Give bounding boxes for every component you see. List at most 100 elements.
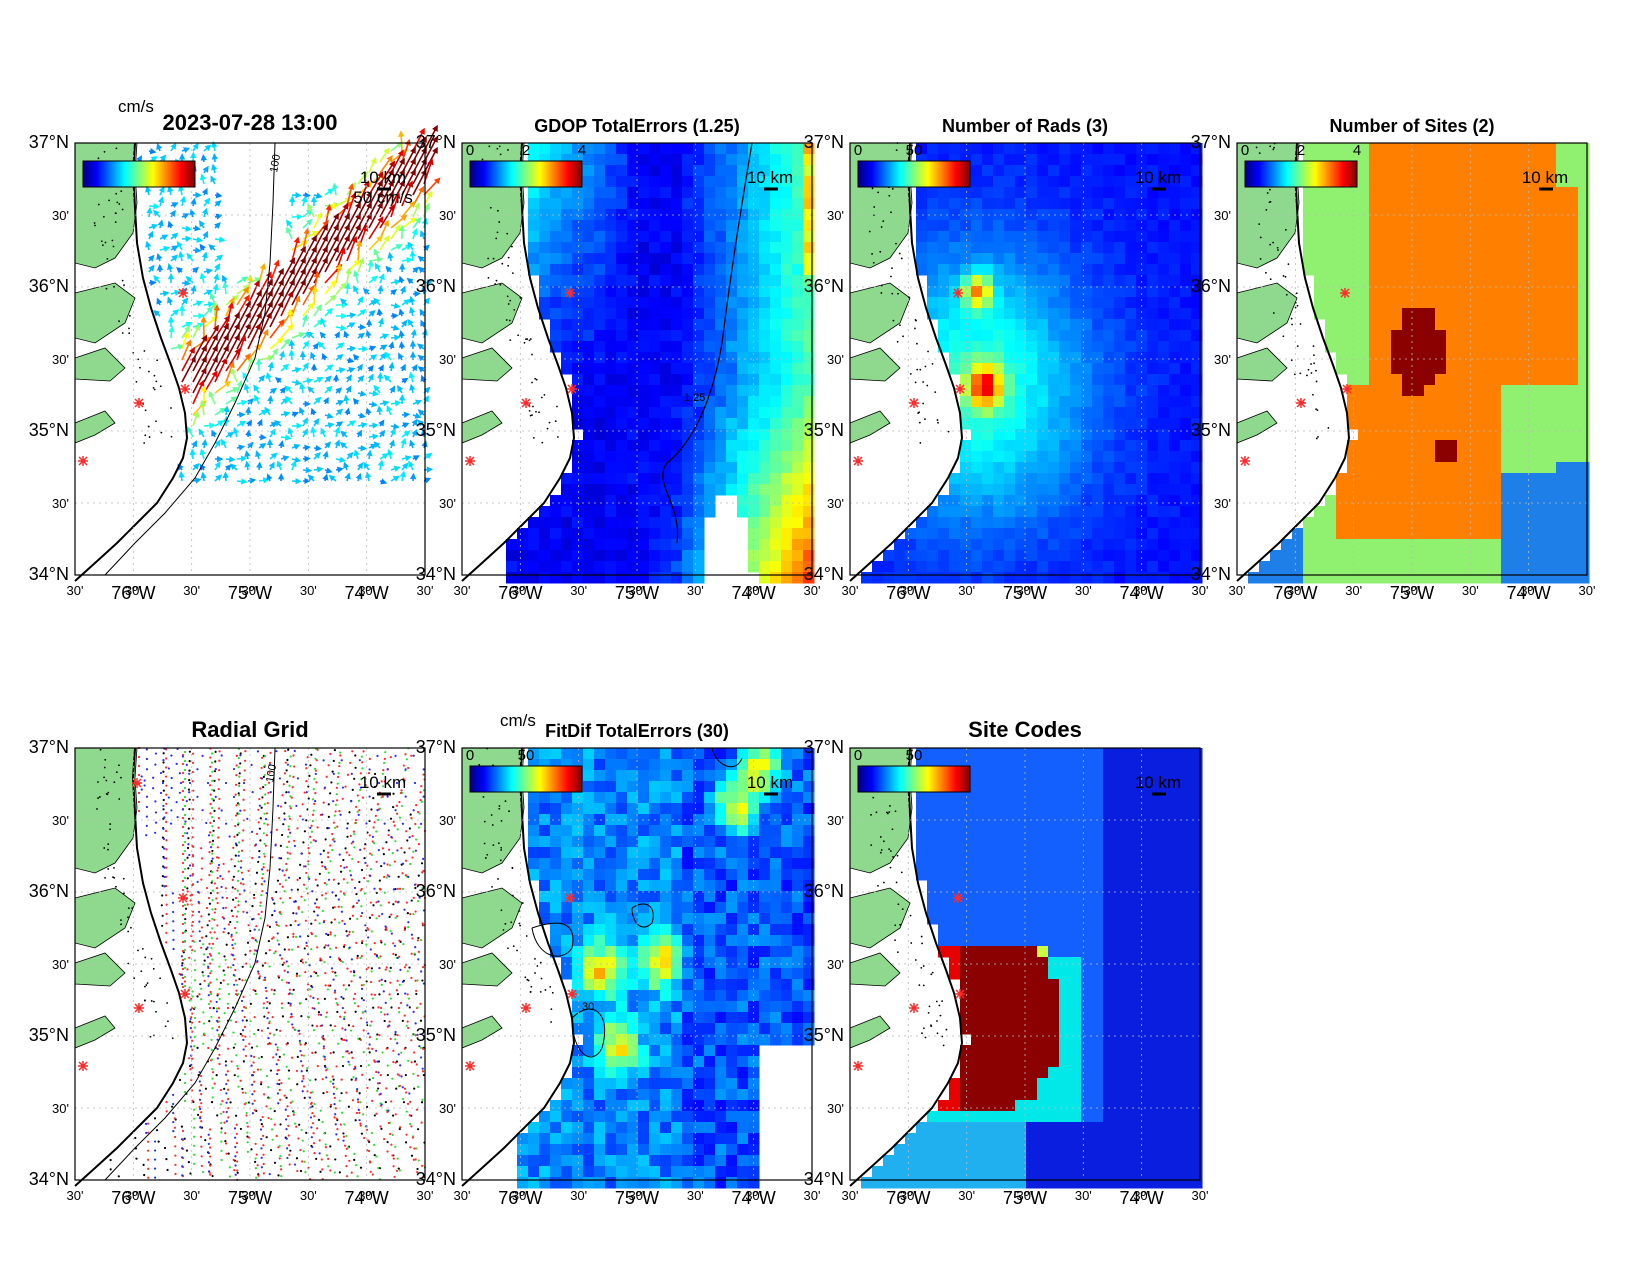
data-cell xyxy=(1457,198,1469,210)
data-cell xyxy=(1004,286,1016,298)
data-cell xyxy=(1468,462,1480,474)
data-cell xyxy=(1347,352,1359,364)
lon-minor-tick-label: 30' xyxy=(183,583,200,598)
data-cell xyxy=(561,297,573,309)
data-cell xyxy=(1490,451,1502,463)
data-cell xyxy=(1169,484,1181,496)
radial-grid-point xyxy=(320,894,324,897)
data-cell xyxy=(1048,341,1060,353)
current-vector xyxy=(417,409,425,416)
data-cell xyxy=(1380,484,1392,496)
radial-grid-point xyxy=(314,919,317,922)
radial-grid-point xyxy=(378,1033,381,1037)
data-cell xyxy=(704,473,716,485)
data-cell xyxy=(1391,429,1403,441)
data-cell xyxy=(715,176,727,188)
data-cell xyxy=(693,528,705,540)
data-cell xyxy=(993,396,1005,408)
data-cell xyxy=(1523,484,1535,496)
radial-grid-point xyxy=(226,983,229,986)
radial-grid-point xyxy=(403,926,407,929)
radial-grid-point xyxy=(218,797,221,801)
radial-grid-point xyxy=(218,807,221,810)
data-cell xyxy=(1158,539,1170,551)
data-cell xyxy=(660,242,672,254)
data-cell xyxy=(1048,429,1060,441)
coast-dot xyxy=(922,402,925,405)
data-cell xyxy=(1457,517,1469,529)
current-vector xyxy=(373,297,381,306)
data-cell xyxy=(993,143,1005,155)
data-cell xyxy=(693,418,705,430)
data-cell xyxy=(1446,528,1458,540)
data-cell xyxy=(982,440,994,452)
radial-grid-point xyxy=(278,868,281,871)
current-vector xyxy=(379,190,394,218)
scale-bar-label: 10 km xyxy=(360,168,406,187)
data-cell xyxy=(971,561,983,573)
current-vector xyxy=(176,266,184,274)
data-cell xyxy=(1523,341,1535,353)
data-cell xyxy=(1391,176,1403,188)
radial-grid-point xyxy=(255,1153,258,1156)
data-cell xyxy=(1314,561,1326,573)
coast-dot xyxy=(892,319,895,322)
radial-grid-point xyxy=(215,1074,218,1077)
current-vector xyxy=(287,427,294,438)
data-cell xyxy=(1391,286,1403,298)
data-cell xyxy=(883,550,895,562)
current-vector xyxy=(357,257,365,273)
data-cell xyxy=(1081,396,1093,408)
radial-grid-point xyxy=(147,1158,150,1161)
data-cell xyxy=(971,176,983,188)
data-cell xyxy=(1556,528,1568,540)
radial-grid-point xyxy=(298,876,302,880)
current-vector xyxy=(245,429,252,438)
current-vector xyxy=(253,384,260,394)
current-vector xyxy=(368,275,378,284)
data-cell xyxy=(1180,484,1192,496)
data-cell xyxy=(1158,308,1170,320)
data-cell xyxy=(737,330,749,342)
data-cell xyxy=(616,165,628,177)
data-cell xyxy=(949,242,961,254)
colorbar-tick-label: 4 xyxy=(1353,142,1361,159)
data-cell xyxy=(737,286,749,298)
radial-grid-point xyxy=(318,872,321,875)
data-cell xyxy=(1479,143,1491,155)
data-cell xyxy=(748,231,760,243)
data-cell xyxy=(1270,550,1282,562)
radial-grid-point xyxy=(165,922,168,925)
data-cell xyxy=(1578,495,1590,507)
data-cell xyxy=(1180,418,1192,430)
data-cell xyxy=(715,308,727,320)
data-cell xyxy=(693,308,705,320)
current-vector xyxy=(214,213,223,220)
radial-grid-point xyxy=(337,775,340,779)
current-vector xyxy=(353,270,360,284)
axes-frame xyxy=(461,142,813,576)
radial-grid-point xyxy=(241,1034,244,1037)
data-cell xyxy=(704,242,716,254)
radial-grid-point xyxy=(278,1157,281,1160)
lon-minor-tick-label: 30' xyxy=(512,583,529,598)
data-cell xyxy=(1380,374,1392,386)
data-cell xyxy=(1435,396,1447,408)
data-cell xyxy=(1567,506,1579,518)
data-cell xyxy=(1136,341,1148,353)
data-cell xyxy=(803,242,815,254)
radial-grid-point xyxy=(202,953,206,956)
coast-dot xyxy=(899,324,901,327)
data-cell xyxy=(561,495,573,507)
radial-grid-point xyxy=(342,1132,345,1135)
data-cell xyxy=(1457,374,1469,386)
current-vector xyxy=(236,286,249,306)
data-cell xyxy=(938,572,950,584)
data-cell xyxy=(1424,517,1436,529)
data-cell xyxy=(660,198,672,210)
data-cell xyxy=(781,462,793,474)
data-cell xyxy=(1158,407,1170,419)
radial-grid-point xyxy=(403,966,406,969)
data-cell xyxy=(1325,517,1337,529)
lon-tick-label: 74°W xyxy=(732,583,776,603)
